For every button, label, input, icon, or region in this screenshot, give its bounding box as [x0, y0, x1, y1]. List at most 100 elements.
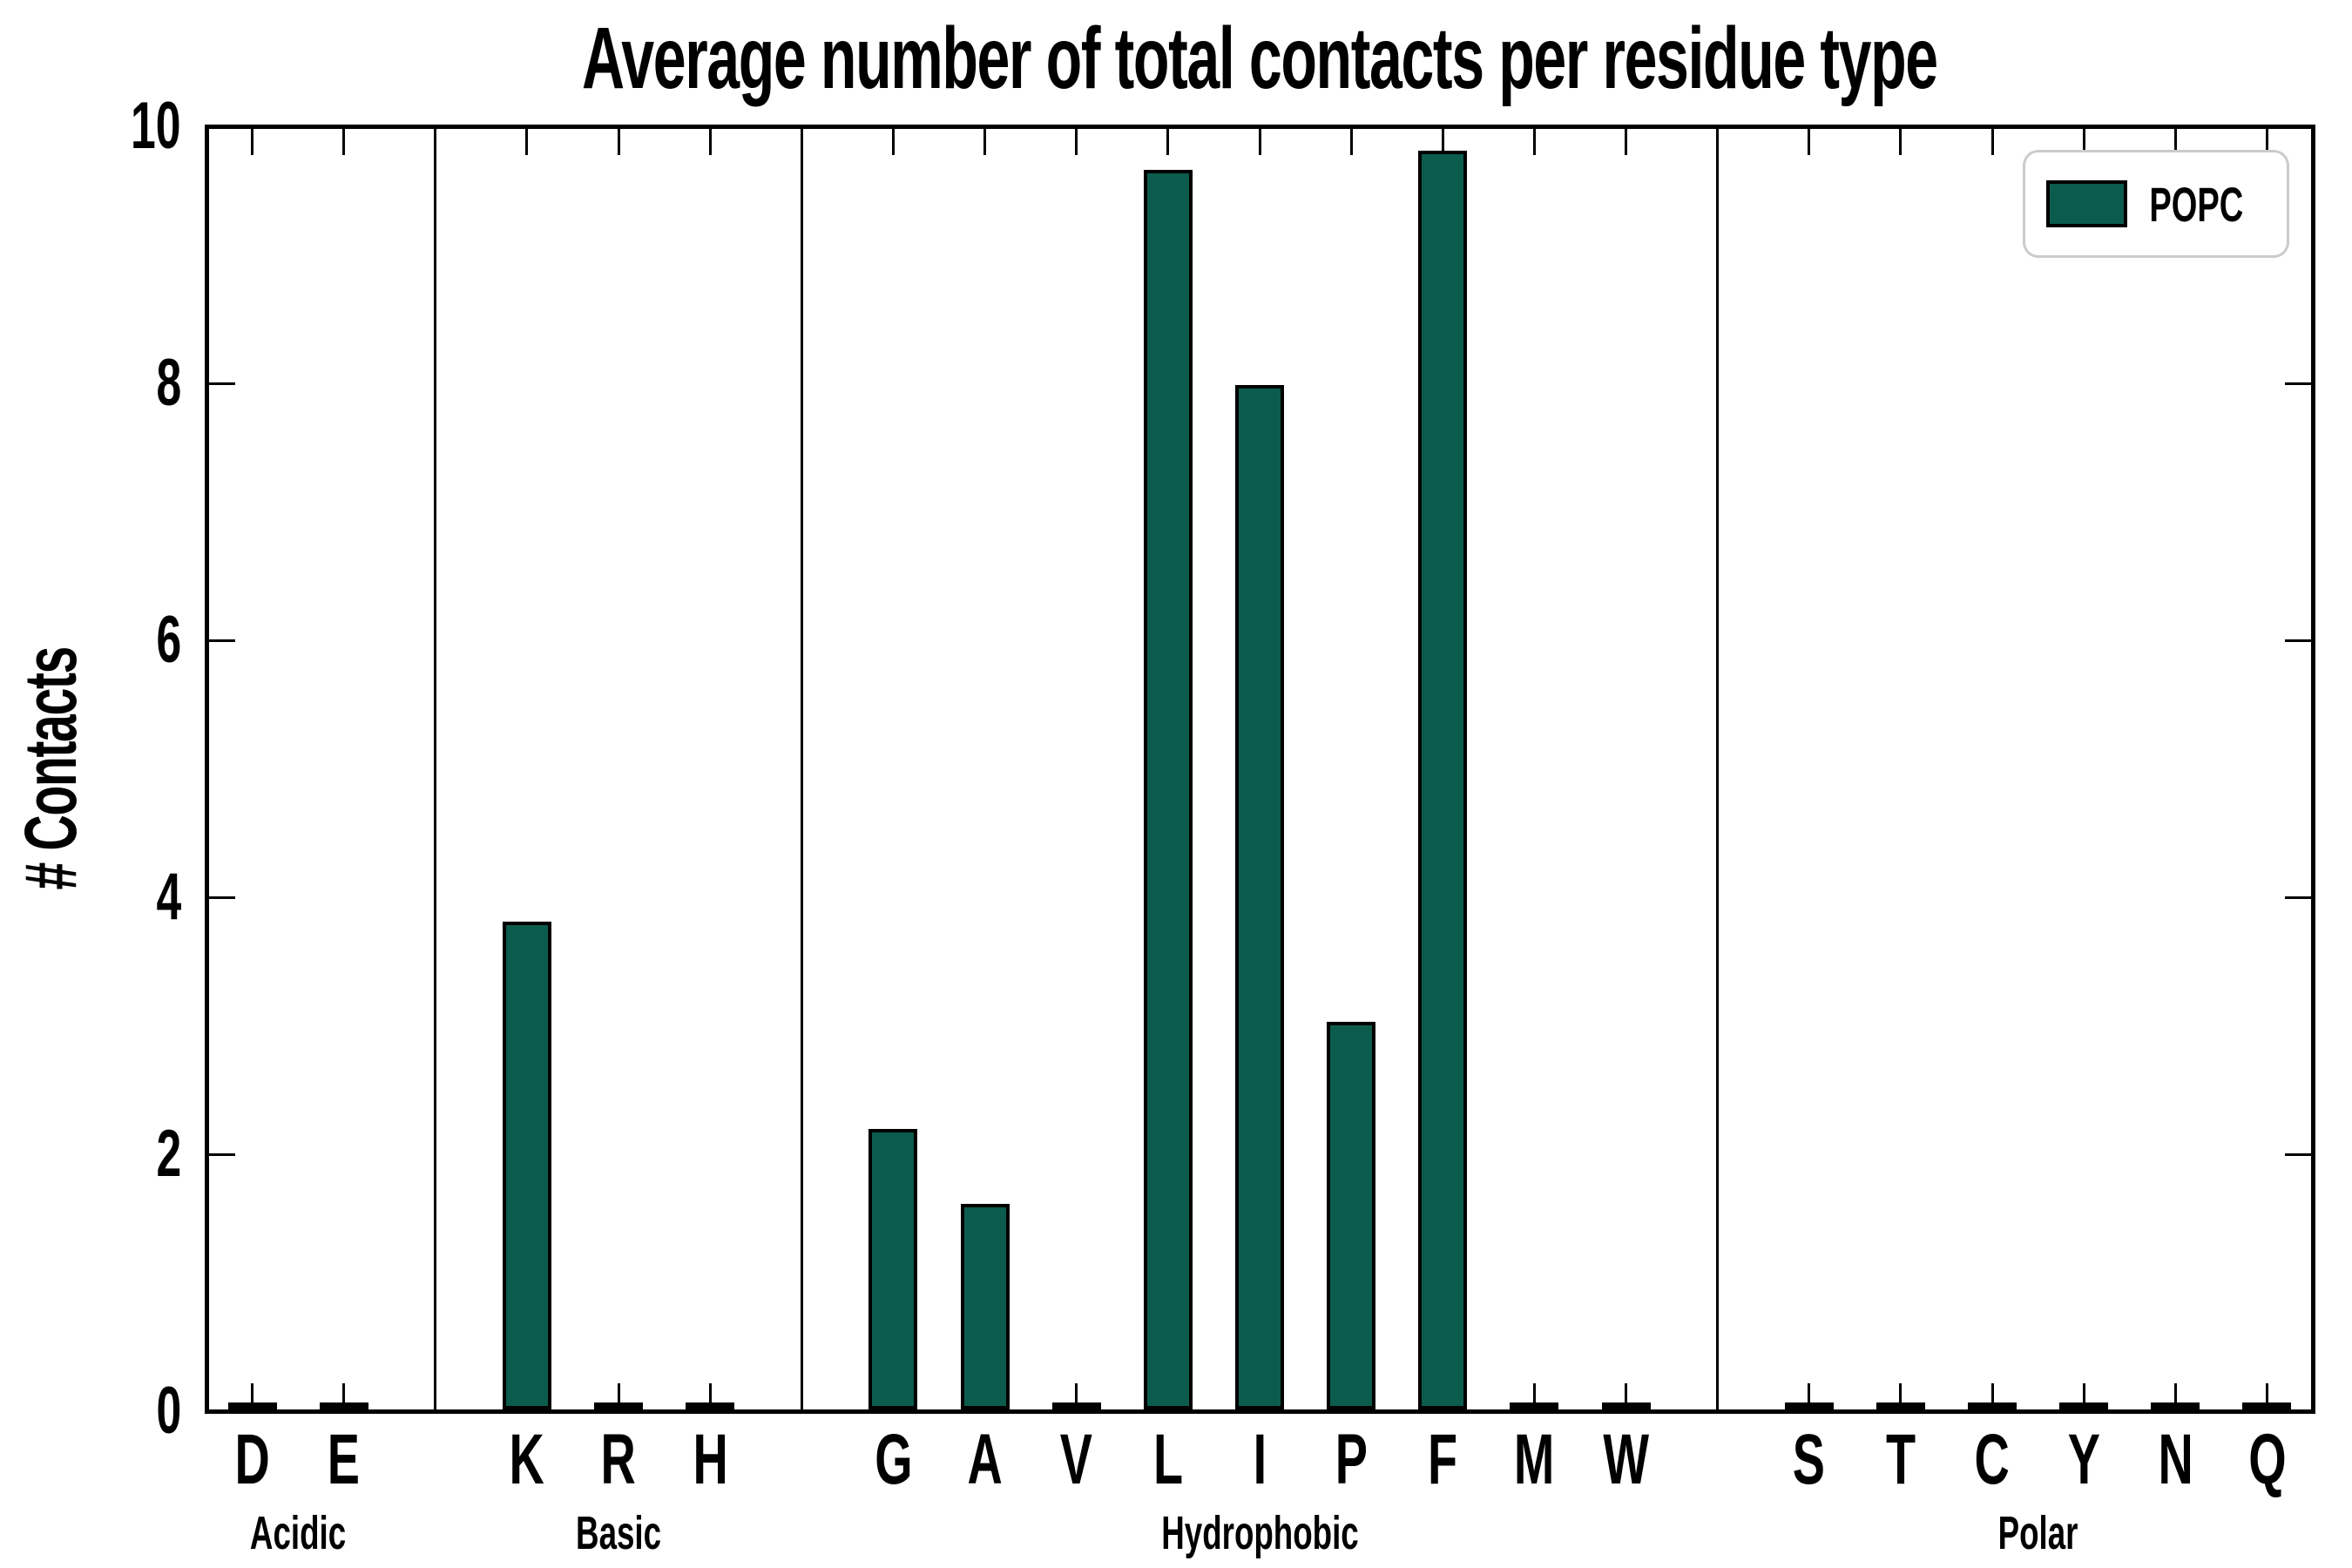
x-tick-bottom	[2082, 1383, 2085, 1409]
bar-A	[960, 1204, 1010, 1409]
x-tick-bottom	[708, 1383, 712, 1409]
y-tick-label-8: 8	[0, 347, 181, 420]
group-label-polar: Polar	[1812, 1504, 2265, 1562]
bar-G	[868, 1129, 918, 1409]
x-tick-label-N: N	[2097, 1420, 2254, 1500]
x-tick-label-text: I	[1253, 1420, 1267, 1499]
x-tick-top	[1441, 129, 1444, 155]
bar-E	[319, 1402, 368, 1409]
x-tick-bottom	[1990, 1383, 1994, 1409]
x-tick-label-M: M	[1456, 1420, 1612, 1500]
x-tick-label-D: D	[174, 1420, 331, 1500]
bar-K	[502, 921, 551, 1409]
x-tick-label-text: P	[1335, 1420, 1368, 1499]
x-tick-top	[1625, 129, 1628, 155]
y-tick-label-2: 2	[0, 1118, 181, 1191]
x-tick-top	[525, 129, 529, 155]
bar-W	[1601, 1402, 1651, 1409]
x-tick-top	[1349, 129, 1353, 155]
x-tick-bottom	[1075, 1383, 1078, 1409]
x-tick-bottom	[2173, 1383, 2177, 1409]
legend: POPC	[2023, 150, 2289, 258]
y-axis-label: # Contacts	[7, 507, 94, 1030]
chart-title: Average number of total contacts per res…	[214, 7, 2305, 110]
chart-title-text: Average number of total contacts per res…	[582, 10, 1938, 107]
x-tick-top	[2082, 129, 2085, 155]
x-tick-top	[1990, 129, 1994, 155]
x-tick-label-G: G	[814, 1420, 971, 1500]
x-tick-label-F: F	[1364, 1420, 1521, 1500]
x-tick-label-T: T	[1822, 1420, 1979, 1500]
y-tick-left	[209, 1152, 235, 1156]
x-tick-label-text: C	[1974, 1420, 2011, 1499]
group-label-hydrophobic: Hydrophobic	[1033, 1504, 1486, 1562]
x-tick-label-A: A	[907, 1420, 1064, 1500]
x-tick-label-L: L	[1090, 1420, 1247, 1500]
bar-S	[1784, 1402, 1834, 1409]
x-tick-label-text: S	[1793, 1420, 1826, 1499]
x-tick-label-text: L	[1152, 1420, 1183, 1499]
x-tick-label-H: H	[632, 1420, 788, 1500]
y-tick-label-text: 10	[131, 89, 181, 163]
x-tick-top	[2173, 129, 2177, 155]
y-tick-label-text: 4	[156, 860, 181, 934]
x-tick-label-text: M	[1514, 1420, 1555, 1499]
bar-H	[686, 1402, 735, 1409]
bar-D	[227, 1402, 277, 1409]
group-separator	[434, 129, 437, 1409]
y-tick-left	[209, 639, 235, 642]
bar-N	[2151, 1402, 2200, 1409]
x-tick-label-W: W	[1548, 1420, 1705, 1500]
y-tick-label-text: 2	[156, 1117, 181, 1191]
x-tick-label-text: Y	[2067, 1420, 2100, 1499]
legend-label: POPC	[2127, 176, 2266, 233]
y-tick-right	[2285, 896, 2311, 899]
bar-R	[594, 1402, 644, 1409]
x-tick-bottom	[251, 1383, 254, 1409]
x-tick-bottom	[1532, 1383, 1536, 1409]
x-tick-bottom	[1808, 1383, 1811, 1409]
x-tick-label-text: G	[874, 1420, 913, 1499]
bar-F	[1418, 150, 1468, 1409]
group-label-basic: Basic	[392, 1504, 845, 1562]
x-tick-top	[251, 129, 254, 155]
group-label-text: Polar	[1997, 1507, 2078, 1559]
x-tick-label-text: D	[234, 1420, 270, 1499]
x-tick-bottom	[1625, 1383, 1628, 1409]
bar-C	[1968, 1402, 2017, 1409]
x-tick-label-text: T	[1885, 1420, 1916, 1499]
x-tick-top	[342, 129, 346, 155]
x-tick-label-Y: Y	[2005, 1420, 2162, 1500]
group-label-text: Hydrophobic	[1160, 1507, 1359, 1559]
group-separator	[800, 129, 803, 1409]
y-tick-label-10: 10	[0, 90, 181, 163]
x-tick-label-text: K	[509, 1420, 545, 1499]
y-tick-label-text: 6	[156, 603, 181, 677]
x-tick-bottom	[1899, 1383, 1903, 1409]
x-tick-label-text: N	[2158, 1420, 2193, 1499]
x-tick-label-R: R	[540, 1420, 697, 1500]
x-tick-bottom	[617, 1383, 620, 1409]
x-tick-top	[1532, 129, 1536, 155]
y-tick-label-0: 0	[0, 1375, 181, 1448]
x-tick-label-text: Q	[2247, 1420, 2287, 1499]
x-tick-label-V: V	[998, 1420, 1155, 1500]
x-tick-label-text: A	[967, 1420, 1003, 1499]
x-tick-top	[1258, 129, 1261, 155]
x-tick-label-K: K	[449, 1420, 605, 1500]
bar-M	[1510, 1402, 1559, 1409]
x-tick-label-I: I	[1181, 1420, 1338, 1500]
x-tick-label-P: P	[1273, 1420, 1429, 1500]
bar-Q	[2242, 1402, 2292, 1409]
x-tick-label-S: S	[1731, 1420, 1888, 1500]
x-tick-top	[708, 129, 712, 155]
x-tick-label-text: F	[1428, 1420, 1458, 1499]
y-tick-right	[2285, 1152, 2311, 1156]
x-tick-label-E: E	[266, 1420, 422, 1500]
y-tick-label-text: 8	[156, 346, 181, 420]
bar-P	[1327, 1021, 1376, 1409]
group-separator	[1716, 129, 1720, 1409]
x-tick-label-Q: Q	[2188, 1420, 2345, 1500]
x-tick-top	[1808, 129, 1811, 155]
